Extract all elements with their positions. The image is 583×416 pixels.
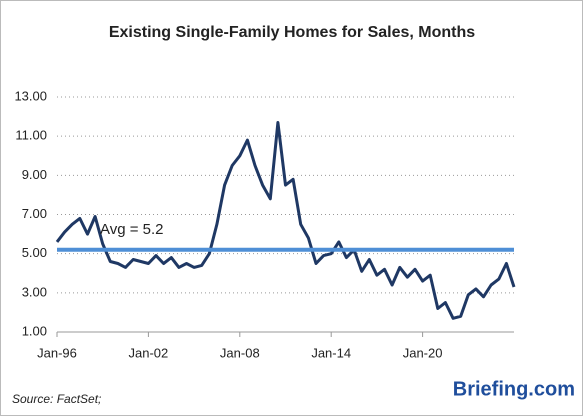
source: Source: FactSet; [12, 392, 101, 406]
y-tick-label: 3.00 [22, 284, 47, 299]
y-tick-label: 1.00 [22, 323, 47, 338]
x-tick-label: Jan-08 [220, 345, 260, 360]
chart-title: Existing Single-Family Homes for Sales, … [109, 24, 475, 41]
data-line [55, 121, 516, 320]
y-tick-label: 11.00 [15, 128, 47, 143]
average-label: Avg = 5.2 [100, 221, 164, 238]
x-tick-label: Jan-02 [129, 345, 169, 360]
brand: Briefing.com [453, 378, 575, 400]
x-tick-label: Jan-96 [37, 345, 77, 360]
y-tick-label: 13.00 [14, 88, 47, 103]
x-tick-label: Jan-20 [403, 345, 443, 360]
y-tick-label: 9.00 [22, 167, 47, 182]
y-tick-label: 7.00 [22, 206, 47, 221]
x-tick-label: Jan-14 [311, 345, 351, 360]
y-tick-label: 5.00 [22, 245, 47, 260]
